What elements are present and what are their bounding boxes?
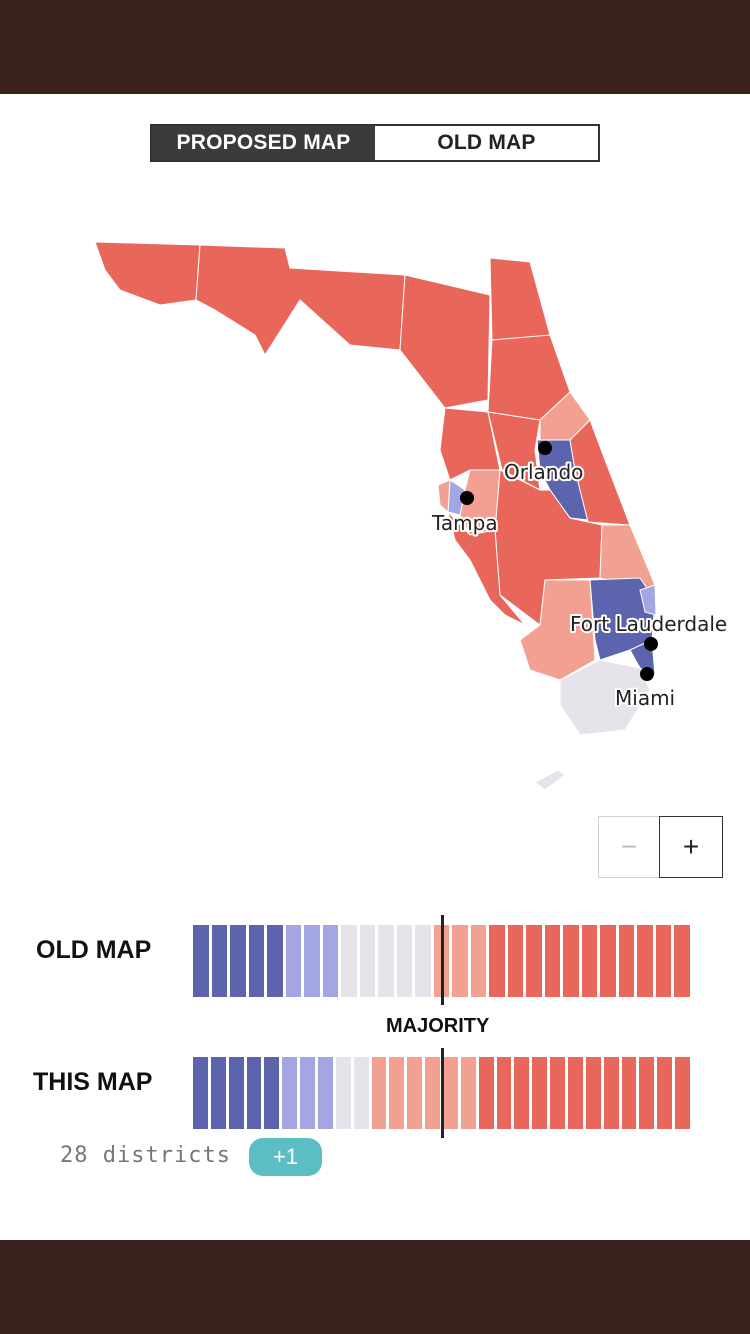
district-bar bbox=[478, 1057, 494, 1129]
district-bar bbox=[655, 925, 672, 997]
district-bar bbox=[618, 925, 635, 997]
district-bar bbox=[353, 1057, 369, 1129]
this-map-district-bars bbox=[193, 1057, 693, 1129]
district-bar bbox=[603, 1057, 619, 1129]
district-bar bbox=[675, 1057, 690, 1129]
district-bar bbox=[359, 925, 376, 997]
majority-label: MAJORITY bbox=[386, 1015, 490, 1037]
district-bar bbox=[496, 1057, 512, 1129]
district-bar bbox=[300, 1057, 315, 1129]
district-bar bbox=[443, 1057, 458, 1129]
district-bar bbox=[322, 925, 339, 997]
district-bar bbox=[544, 925, 561, 997]
district-bar bbox=[550, 1057, 565, 1129]
district-bar bbox=[267, 925, 283, 997]
district-bar bbox=[674, 925, 690, 997]
district-bar bbox=[230, 925, 246, 997]
district-bar bbox=[415, 925, 431, 997]
district-jacksonville[interactable] bbox=[489, 257, 551, 341]
old-map-tab[interactable]: OLD MAP bbox=[375, 126, 598, 160]
district-bar bbox=[193, 1057, 208, 1129]
tampa-marker bbox=[460, 491, 474, 505]
district-bar bbox=[282, 1057, 298, 1129]
district-bar bbox=[532, 1057, 548, 1129]
district-bar bbox=[341, 925, 357, 997]
district-bar bbox=[470, 925, 487, 997]
orlando-label: Orlando bbox=[504, 460, 583, 484]
district-everglades[interactable] bbox=[559, 659, 651, 736]
miami-marker bbox=[640, 667, 654, 681]
district-palm-beach-lean-dem[interactable] bbox=[639, 584, 657, 616]
district-bar bbox=[514, 1057, 530, 1129]
district-bar bbox=[657, 1057, 673, 1129]
district-bar bbox=[568, 1057, 583, 1129]
district-bar bbox=[335, 1057, 351, 1129]
orlando-marker bbox=[538, 441, 552, 455]
district-bar bbox=[210, 1057, 226, 1129]
district-bar bbox=[526, 925, 542, 997]
district-bar bbox=[371, 1057, 387, 1129]
district-bar bbox=[246, 1057, 262, 1129]
district-bar bbox=[285, 925, 302, 997]
district-bar bbox=[304, 925, 320, 997]
district-bar bbox=[264, 1057, 280, 1129]
district-bar bbox=[425, 1057, 440, 1129]
district-panhandle-west[interactable] bbox=[94, 241, 201, 306]
district-bar bbox=[228, 1057, 244, 1129]
district-keys[interactable] bbox=[534, 769, 566, 791]
district-bar bbox=[407, 1057, 423, 1129]
district-bar bbox=[507, 925, 524, 997]
district-pinellas-lean[interactable] bbox=[437, 479, 451, 514]
district-bar bbox=[193, 925, 209, 997]
zoom-in-button[interactable]: + bbox=[659, 816, 723, 878]
district-central-west[interactable] bbox=[487, 411, 541, 491]
district-panhandle-central[interactable] bbox=[195, 244, 406, 357]
district-bar bbox=[378, 925, 394, 997]
district-bar bbox=[248, 925, 265, 997]
top-bar bbox=[0, 0, 750, 94]
district-bar bbox=[563, 925, 579, 997]
tampa-label: Tampa bbox=[431, 511, 498, 535]
fort-lauderdale-marker bbox=[644, 637, 658, 651]
district-bar bbox=[585, 1057, 601, 1129]
district-bar bbox=[318, 1057, 333, 1129]
majority-line-this bbox=[441, 1048, 444, 1138]
old-map-row-label: OLD MAP bbox=[36, 936, 152, 964]
this-map-row-label: THIS MAP bbox=[33, 1068, 153, 1096]
district-north-central[interactable] bbox=[399, 274, 491, 409]
district-bar bbox=[581, 925, 598, 997]
district-bar bbox=[600, 925, 616, 997]
district-change-badge: +1 bbox=[249, 1138, 322, 1176]
district-bar bbox=[460, 1057, 476, 1129]
districts-count: 28 districts bbox=[60, 1143, 231, 1168]
district-bar bbox=[389, 1057, 405, 1129]
district-bar bbox=[489, 925, 505, 997]
bottom-bar bbox=[0, 1240, 750, 1334]
fort-lauderdale-label: Fort Lauderdale bbox=[570, 612, 727, 636]
district-bar bbox=[211, 925, 228, 997]
district-gulf-coast[interactable] bbox=[447, 510, 526, 626]
florida-district-map[interactable]: Orlando Tampa Fort Lauderdale Miami bbox=[0, 220, 750, 810]
district-bar bbox=[639, 1057, 655, 1129]
district-bar bbox=[621, 1057, 637, 1129]
zoom-out-button[interactable]: − bbox=[598, 816, 660, 878]
district-bar bbox=[452, 925, 468, 997]
miami-label: Miami bbox=[615, 686, 675, 710]
map-toggle: PROPOSED MAP OLD MAP bbox=[150, 124, 600, 162]
majority-line-old bbox=[441, 915, 444, 1005]
district-bar bbox=[637, 925, 653, 997]
district-bar bbox=[396, 925, 413, 997]
proposed-map-tab[interactable]: PROPOSED MAP bbox=[152, 126, 375, 160]
